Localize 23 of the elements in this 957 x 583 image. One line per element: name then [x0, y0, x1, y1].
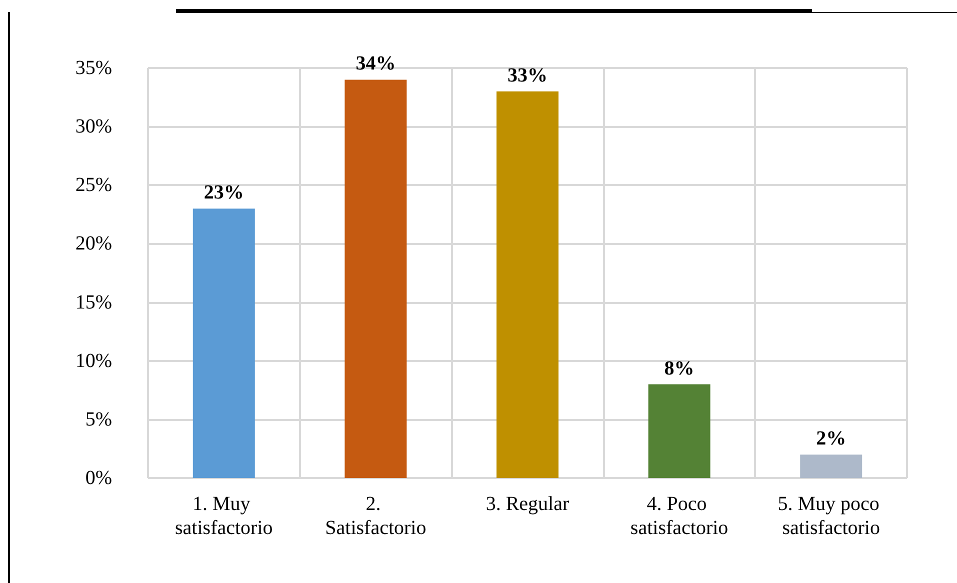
- y-tick-label: 0%: [85, 467, 112, 489]
- data-label: 8%: [664, 357, 694, 380]
- y-tick-label: 20%: [75, 232, 112, 255]
- data-label: 23%: [204, 182, 244, 204]
- x-tick-label: 1. Muy satisfactorio: [175, 493, 273, 539]
- y-tick-label: 30%: [75, 116, 112, 138]
- x-tick-label: 2. Satisfactorio: [325, 493, 426, 539]
- bar: [800, 454, 862, 478]
- bar: [192, 208, 255, 478]
- data-label: 33%: [508, 64, 548, 86]
- x-tick-label: 3. Regular: [486, 493, 570, 515]
- bar: [496, 91, 558, 478]
- y-tick-label: 35%: [75, 57, 112, 79]
- y-tick-label: 5%: [85, 408, 112, 430]
- bar: [344, 80, 407, 478]
- x-tick-label: 4. Poco satisfactorio: [630, 493, 728, 539]
- x-tick-label: 5. Muy poco satisfactorio: [778, 493, 884, 539]
- y-tick-label: 25%: [75, 174, 112, 196]
- bar: [648, 384, 710, 478]
- data-label: 34%: [356, 52, 396, 75]
- data-label: 2%: [816, 428, 846, 450]
- y-tick-label: 15%: [75, 291, 112, 314]
- y-tick-label: 10%: [75, 350, 112, 372]
